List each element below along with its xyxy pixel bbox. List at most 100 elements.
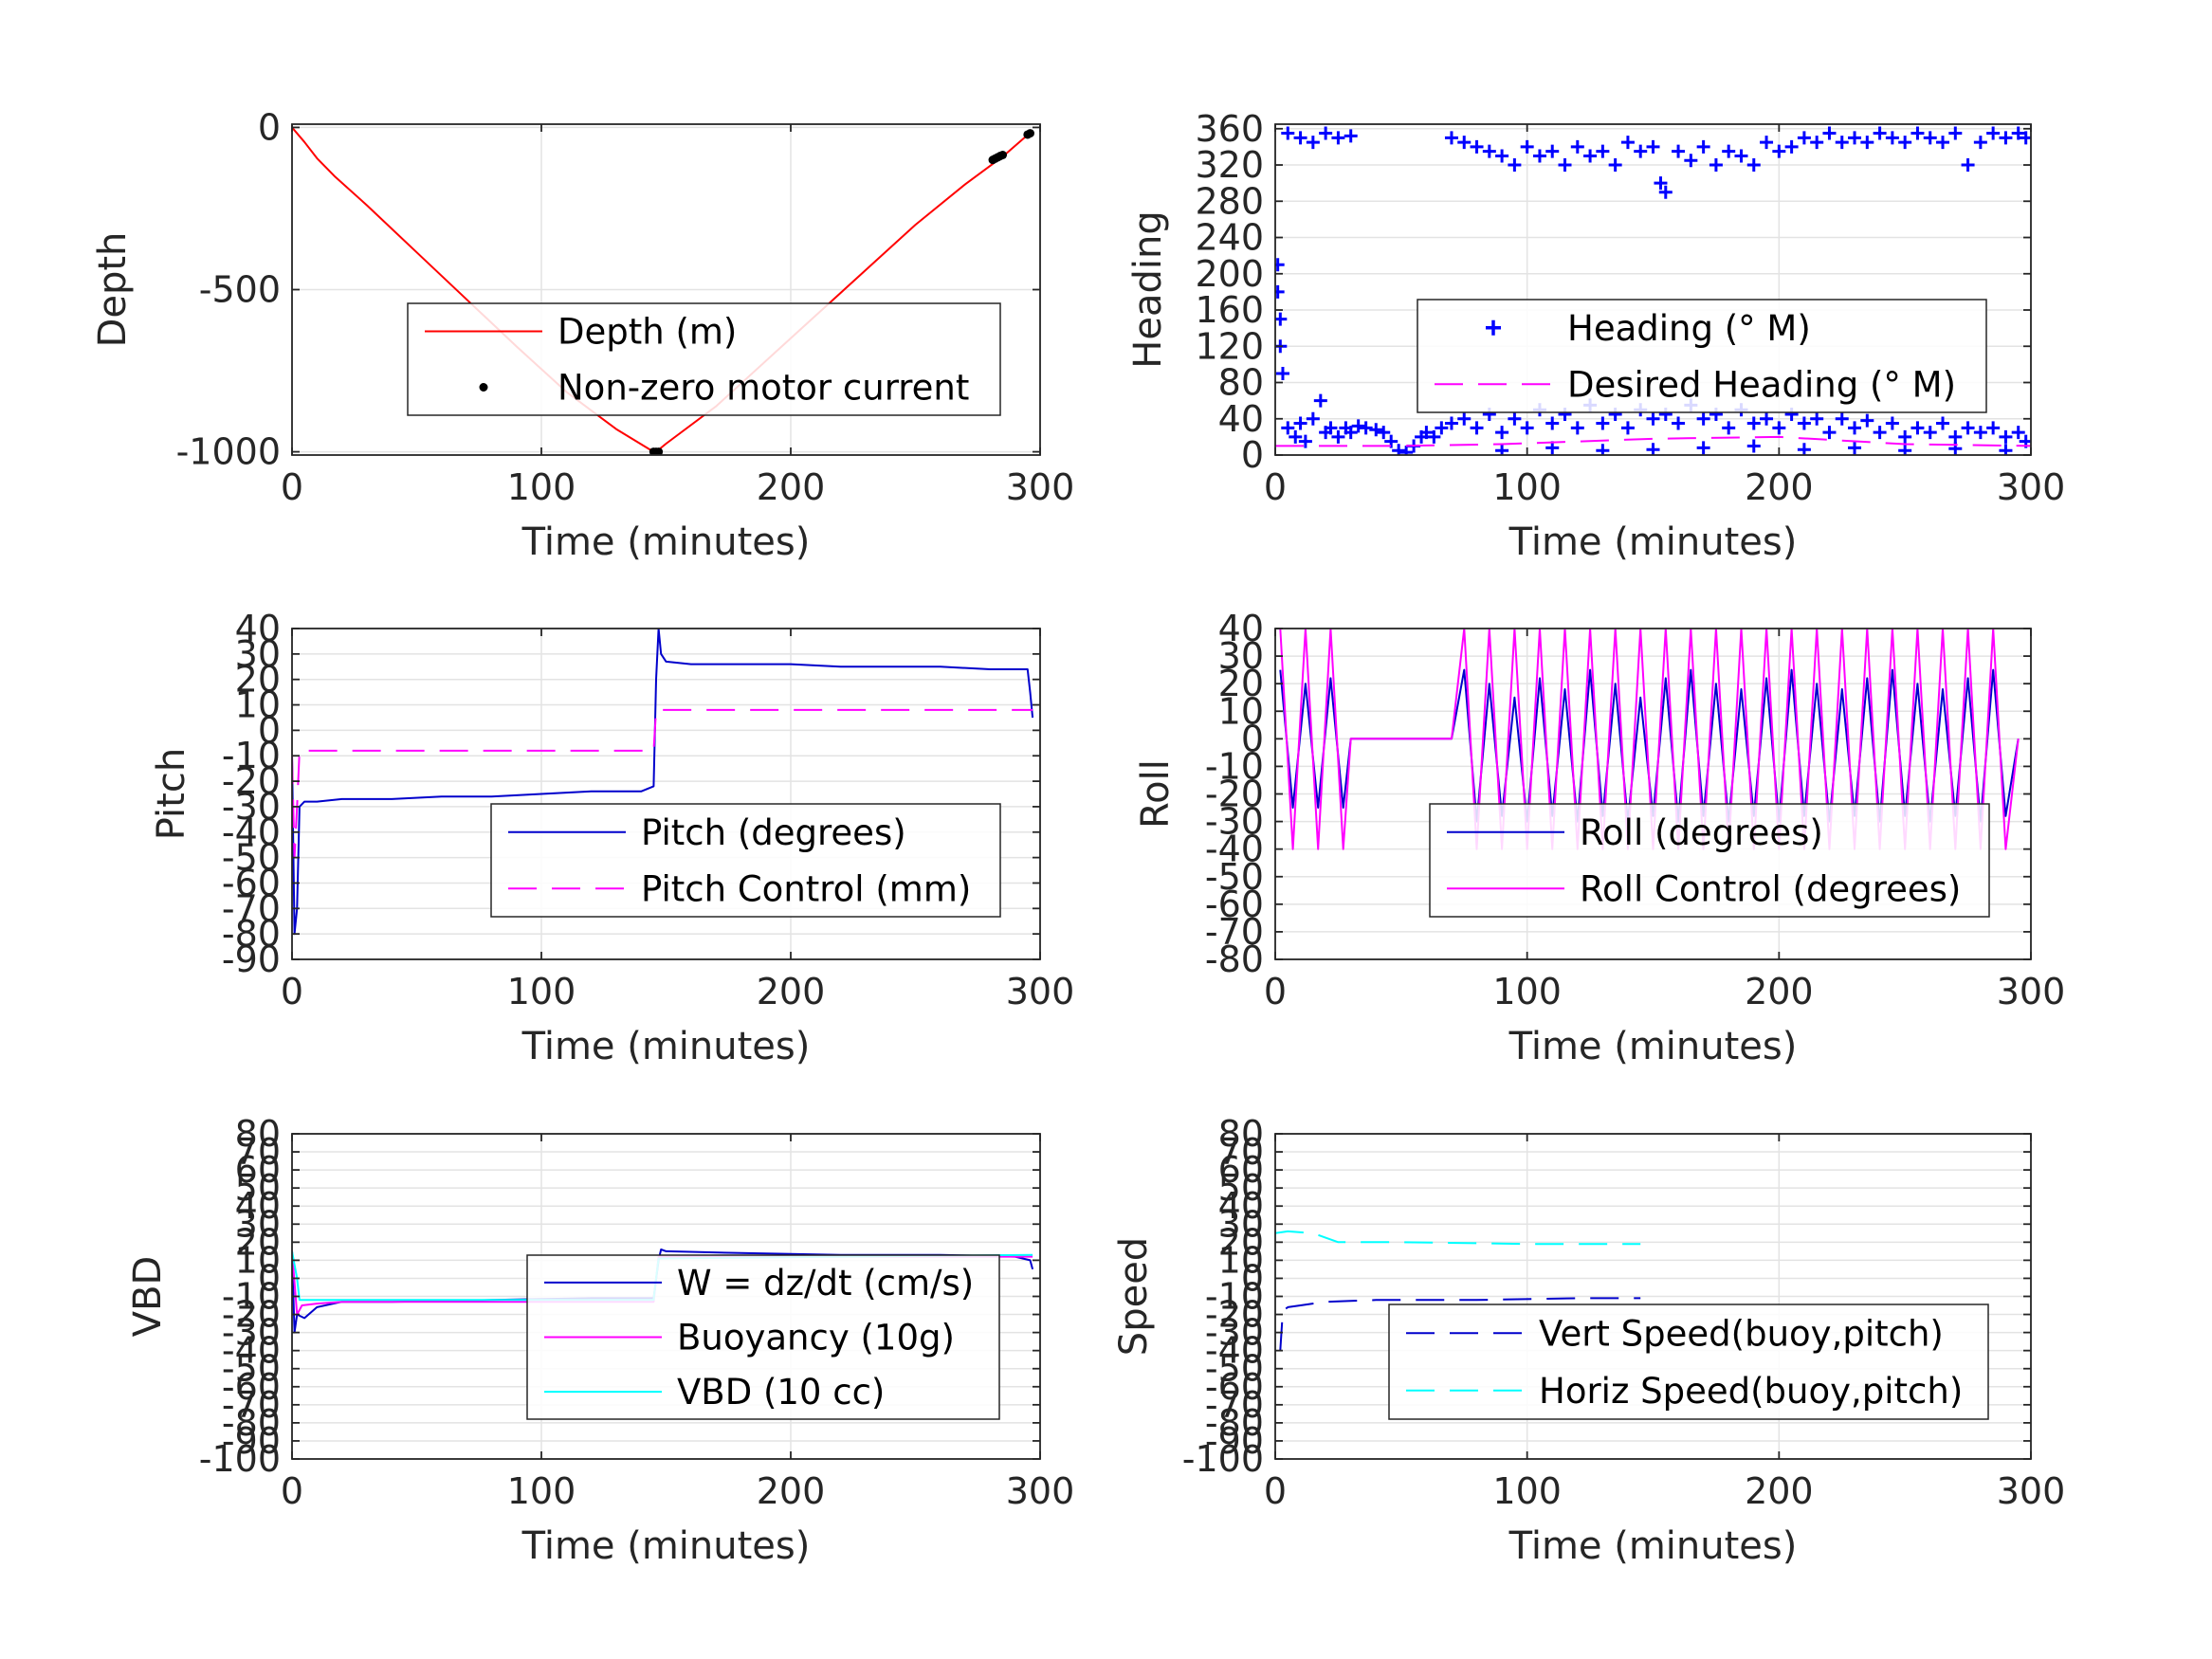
- roll-legend-box: [1429, 803, 1990, 918]
- heading-plot-area: [1275, 126, 2031, 455]
- speed-ytick-label: -20: [1205, 1294, 1264, 1336]
- vbd-ytick-label: 40: [235, 1185, 281, 1227]
- heading-series-1-point: [1684, 154, 1698, 168]
- heading-series-1-point: [1797, 131, 1811, 145]
- heading-series-1-point: [1885, 131, 1899, 145]
- heading-series-1-point: [1797, 443, 1811, 455]
- depth-legend-label: Depth (m): [558, 312, 737, 353]
- vbd-ytick-label: -50: [222, 1348, 281, 1390]
- vbd-chart: 0 100 200 30080706050403020100-10-20-30-40-…: [126, 1113, 1074, 1568]
- speed-ytick-label: 80: [1218, 1113, 1264, 1155]
- heading-series-1-point: [1654, 176, 1668, 191]
- heading-series-1-point: [1923, 426, 1937, 440]
- heading-series-1-point: [1973, 136, 1987, 150]
- speed-ytick-label: 0: [1241, 1257, 1264, 1299]
- heading-axes-box: [1274, 123, 2032, 456]
- depth-xtick-label: 100: [507, 466, 576, 508]
- vbd-xlabel: Time (minutes): [521, 1524, 811, 1568]
- roll-ytick-label: -70: [1205, 911, 1264, 953]
- heading-series-1-point: [1570, 139, 1584, 154]
- heading-series-1-point: [1634, 144, 1648, 158]
- vbd-ytick-label: 20: [235, 1221, 281, 1263]
- roll-xtick-label: 300: [1997, 971, 2066, 1012]
- pitch-ytick-label: -30: [222, 786, 281, 828]
- heading-series-1-point: [1558, 158, 1572, 173]
- depth-ytick-label: 0: [258, 106, 281, 148]
- heading-series-1-point: [1961, 421, 1975, 435]
- heading-series-1-point: [1306, 136, 1320, 150]
- heading-series-1-point: [1344, 129, 1358, 143]
- heading-series-1-point: [1319, 126, 1333, 140]
- heading-series-1-point: [1306, 411, 1320, 426]
- heading-series-1-point: [1646, 139, 1660, 154]
- speed-legend-label: Horiz Speed(buoy,pitch): [1539, 1371, 1963, 1412]
- heading-series-1-point: [2011, 426, 2025, 440]
- heading-ytick-label: 240: [1195, 217, 1264, 259]
- pitch-legend-box: [490, 803, 1001, 918]
- heading-series-1-point: [1810, 136, 1824, 150]
- pitch-legend-label: Pitch Control (mm): [641, 868, 971, 909]
- roll-xlabel: Time (minutes): [1508, 1025, 1798, 1068]
- heading-series-1-point: [1435, 421, 1449, 435]
- heading-series-1-point: [1873, 126, 1887, 140]
- vbd-legend-label: W = dz/dt (cm/s): [677, 1263, 974, 1304]
- pitch-series-2: [292, 708, 1033, 859]
- speed-ytick-label: 20: [1218, 1221, 1264, 1263]
- heading-series-1-point: [1772, 421, 1786, 435]
- pitch-ytick-label: 30: [235, 633, 281, 675]
- heading-series-1-point: [1351, 419, 1365, 433]
- vbd-legend: W = dz/dt (cm/s) Buoyancy (10g) VBD (10 cc…: [526, 1254, 1000, 1420]
- heading-series-1-point: [1948, 126, 1963, 140]
- roll-ytick-label: 20: [1218, 663, 1264, 704]
- speed-xlabel: Time (minutes): [1508, 1524, 1798, 1568]
- heading-series-1-point: [1508, 158, 1522, 173]
- pitch-legend: Pitch (degrees) Pitch Control (mm): [490, 803, 1001, 918]
- speed-ytick-label: -10: [1205, 1276, 1264, 1318]
- heading-series-1-point: [1470, 421, 1484, 435]
- heading-series-1-point: [1457, 136, 1472, 150]
- speed-ytick-label: -50: [1205, 1348, 1264, 1390]
- vbd-ytick-label: -30: [222, 1312, 281, 1354]
- heading-series-1-point: [1324, 421, 1338, 435]
- vbd-ytick-label: 80: [235, 1113, 281, 1155]
- heading-series-1-point: [1848, 421, 1862, 435]
- heading-series-1-point: [1419, 426, 1434, 440]
- heading-series-1-point: [1444, 416, 1458, 430]
- speed-ytick-label: -60: [1205, 1366, 1264, 1408]
- heading-series-1-point: [1746, 158, 1761, 173]
- heading-series-1-point: [1444, 131, 1458, 145]
- heading-legend-swatch: [1486, 319, 1501, 336]
- heading-series-1-point: [1608, 158, 1622, 173]
- heading-series-1-point: [1999, 429, 2013, 444]
- heading-series-1-point: [1848, 441, 1862, 455]
- pitch-legend-label: Pitch (degrees): [641, 812, 906, 853]
- speed-ytick-label: 40: [1218, 1185, 1264, 1227]
- roll-plot-area: [1279, 629, 2020, 850]
- roll-ylabel: Roll: [1134, 759, 1178, 829]
- heading-series-1-point: [1961, 158, 1975, 173]
- vbd-ytick-label: -40: [222, 1330, 281, 1372]
- speed-ytick-label: 70: [1218, 1131, 1264, 1173]
- depth-series-2-point: [1025, 129, 1034, 138]
- pitch-ytick-label: 0: [258, 709, 281, 751]
- vbd-legend-label: VBD (10 cc): [677, 1372, 885, 1413]
- speed-legend-label: Vert Speed(buoy,pitch): [1539, 1313, 1944, 1354]
- heading-series-1-point: [1722, 421, 1736, 435]
- vbd-ytick-label: 0: [258, 1257, 281, 1299]
- depth-legend-box: [407, 302, 1001, 416]
- pitch-xlabel: Time (minutes): [521, 1025, 811, 1068]
- heading-series-1-point: [1545, 144, 1560, 158]
- heading-legend-box: [1417, 299, 1987, 413]
- vbd-xtick-label: 100: [507, 1470, 576, 1512]
- heading-series-1-point: [1399, 446, 1414, 455]
- heading-series-1-point: [1293, 131, 1307, 145]
- heading-series-1-point: [1784, 139, 1799, 154]
- heading-series-1-point: [1746, 416, 1761, 430]
- depth-legend-label: Non-zero motor current: [558, 368, 969, 409]
- heading-series-1-point: [1898, 136, 1912, 150]
- vbd-ytick-label: -80: [222, 1402, 281, 1444]
- heading-series-1-point: [1910, 126, 1925, 140]
- heading-series-1-point: [1999, 131, 2013, 145]
- depth-xtick-label: 200: [757, 466, 826, 508]
- heading-series-1-point: [1797, 416, 1811, 430]
